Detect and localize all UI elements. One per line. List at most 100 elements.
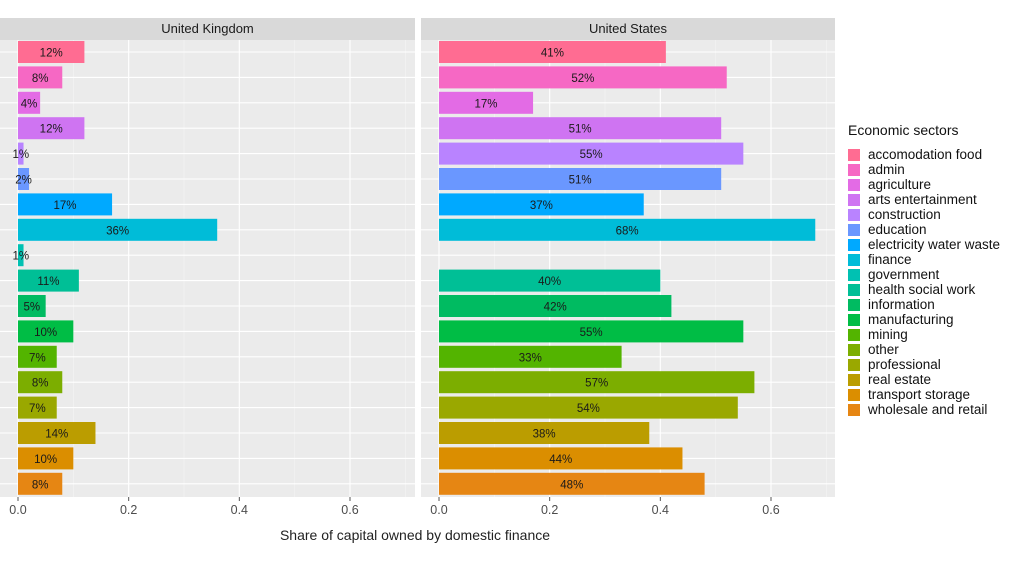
data-label: 68% (616, 225, 639, 237)
data-label: 2% (15, 175, 32, 187)
facet-strip (421, 18, 835, 40)
legend-label: finance (868, 252, 912, 267)
bar (18, 295, 46, 317)
bar (439, 269, 661, 292)
legend-label: health social work (868, 282, 976, 297)
data-label: 12% (40, 48, 63, 60)
bar (18, 66, 63, 89)
data-label: 54% (577, 403, 600, 415)
data-label: 37% (530, 200, 553, 212)
bar (18, 91, 41, 114)
bar (18, 447, 74, 470)
data-label: 33% (519, 352, 542, 364)
x-tick-label: 0.0 (9, 503, 26, 517)
legend-item: finance (848, 252, 1000, 267)
legend-label: arts entertainment (868, 192, 977, 207)
legend-item: transport storage (848, 387, 1000, 402)
legend-item: other (848, 342, 1000, 357)
legend-label: accomodation food (868, 147, 983, 162)
bar (18, 168, 30, 190)
legend-swatch (848, 283, 860, 296)
legend-label: wholesale and retail (868, 402, 988, 417)
data-label: 8% (32, 378, 49, 390)
legend-swatch (848, 193, 860, 206)
bar (18, 117, 85, 140)
data-label: 7% (29, 352, 46, 364)
bar (18, 41, 85, 63)
data-label: 38% (533, 429, 556, 441)
data-label: 51% (569, 175, 592, 187)
x-tick-label: 0.6 (762, 503, 779, 517)
legend-swatch (848, 343, 860, 356)
bar (439, 117, 722, 140)
legend-item: electricity water waste (848, 237, 1000, 252)
legend: Economic sectors accomodation food admin a… (848, 122, 1000, 417)
legend-label: education (868, 222, 927, 237)
legend-swatch (848, 268, 860, 281)
bar (18, 371, 63, 394)
legend-label: construction (868, 207, 941, 222)
x-tick-label: 0.2 (120, 503, 137, 517)
legend-label: real estate (868, 372, 932, 387)
bar (439, 295, 672, 317)
data-label: 42% (544, 302, 567, 314)
legend-item: agriculture (848, 177, 1000, 192)
legend-swatch (848, 208, 860, 221)
legend-label: government (868, 267, 940, 282)
bar (439, 142, 744, 165)
legend-label: admin (868, 162, 905, 177)
bar (439, 422, 650, 444)
legend-swatch (848, 238, 860, 251)
bar (439, 218, 816, 241)
bar (439, 168, 722, 190)
legend-item: government (848, 267, 1000, 282)
x-tick-label: 0.4 (652, 503, 669, 517)
data-label: 11% (37, 276, 59, 288)
facet-strip (0, 18, 415, 40)
data-label: 40% (538, 276, 561, 288)
bar (439, 472, 705, 495)
legend-item: accomodation food (848, 147, 1000, 162)
bar (18, 396, 57, 419)
data-label: 48% (560, 479, 583, 491)
legend-label: other (868, 342, 899, 357)
data-label: 4% (21, 98, 38, 110)
legend-label: information (868, 297, 935, 312)
legend-swatch (848, 253, 860, 266)
bar (439, 66, 727, 89)
data-label: 36% (106, 225, 129, 237)
data-label: 7% (29, 403, 46, 415)
bar (18, 320, 74, 343)
bar (18, 472, 63, 495)
legend-swatch (848, 223, 860, 236)
data-label: 10% (34, 454, 57, 466)
legend-label: agriculture (868, 177, 932, 192)
bar (439, 447, 683, 470)
bar (439, 345, 622, 368)
bar (439, 91, 534, 114)
x-tick-label: 0.0 (430, 503, 447, 517)
data-label: 55% (580, 149, 603, 161)
legend-item: mining (848, 327, 1000, 342)
data-label: 55% (580, 327, 603, 339)
data-label: 10% (34, 327, 57, 339)
bar (439, 193, 644, 216)
data-label: 17% (54, 200, 77, 212)
legend-label: transport storage (868, 387, 971, 402)
legend-label: professional (868, 357, 941, 372)
legend-item: wholesale and retail (848, 402, 1000, 417)
legend-title: Economic sectors (848, 122, 959, 138)
legend-swatch (848, 358, 860, 371)
data-label: 12% (40, 124, 63, 136)
legend-item: admin (848, 162, 1000, 177)
legend-swatch (848, 178, 860, 191)
legend-items: accomodation food admin agriculture arts en… (848, 147, 1000, 417)
legend-item: information (848, 297, 1000, 312)
legend-item: education (848, 222, 1000, 237)
bar (439, 371, 755, 394)
legend-item: arts entertainment (848, 192, 1000, 207)
data-label: 52% (571, 73, 594, 85)
legend-label: mining (868, 327, 908, 342)
legend-item: real estate (848, 372, 1000, 387)
